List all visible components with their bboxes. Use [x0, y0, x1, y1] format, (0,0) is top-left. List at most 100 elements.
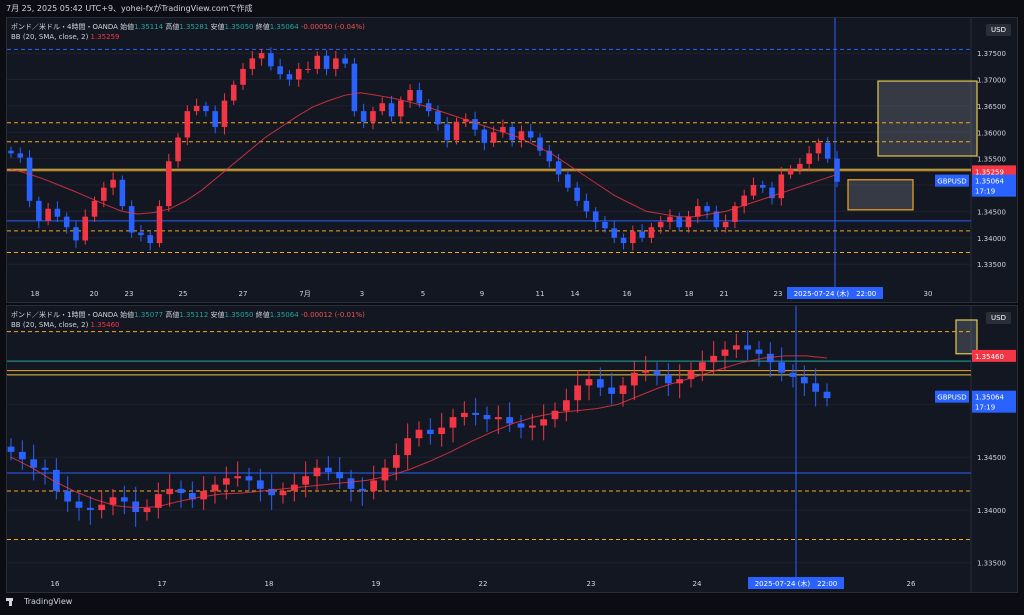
candle[interactable]: [562, 400, 570, 411]
candle[interactable]: [494, 417, 502, 420]
candle[interactable]: [370, 480, 378, 491]
candle[interactable]: [41, 467, 49, 470]
candle[interactable]: [45, 208, 51, 221]
candle[interactable]: [704, 206, 710, 212]
candle[interactable]: [154, 494, 162, 508]
candle[interactable]: [388, 103, 395, 117]
candle[interactable]: [324, 467, 332, 472]
candle[interactable]: [7, 446, 15, 452]
candle[interactable]: [407, 90, 413, 101]
candle[interactable]: [73, 227, 79, 241]
candle[interactable]: [101, 187, 107, 201]
candle[interactable]: [462, 119, 469, 122]
candle[interactable]: [744, 345, 752, 350]
candle[interactable]: [695, 206, 701, 217]
candle[interactable]: [460, 412, 468, 418]
bollinger-basis-line[interactable]: [10, 355, 828, 509]
candle[interactable]: [17, 153, 24, 158]
candle[interactable]: [249, 58, 256, 69]
candle[interactable]: [110, 179, 116, 188]
candle[interactable]: [592, 211, 599, 222]
candle[interactable]: [698, 362, 706, 371]
candle[interactable]: [286, 74, 293, 80]
candle[interactable]: [722, 221, 729, 228]
candle[interactable]: [268, 53, 274, 67]
legend-bb[interactable]: BB (20, SMA, close, 2) 1.35460: [11, 321, 120, 329]
candle[interactable]: [483, 414, 491, 420]
bollinger-basis-line[interactable]: [10, 92, 838, 218]
candle[interactable]: [147, 235, 153, 244]
candle[interactable]: [256, 480, 264, 489]
candle[interactable]: [138, 232, 144, 236]
candle[interactable]: [268, 488, 276, 496]
candle[interactable]: [766, 353, 774, 363]
candlestick-chart-4h[interactable]: 1.37500 1.37000 1.36500 1.36000 1.35500 1.350…: [7, 18, 1017, 302]
candle[interactable]: [426, 429, 434, 434]
candle[interactable]: [546, 150, 553, 162]
candle[interactable]: [815, 142, 822, 154]
candle[interactable]: [415, 429, 423, 439]
candle[interactable]: [323, 55, 330, 69]
currency-button[interactable]: USD: [986, 24, 1011, 36]
candle[interactable]: [537, 137, 543, 151]
candle[interactable]: [128, 206, 135, 233]
candle[interactable]: [518, 131, 525, 141]
candle[interactable]: [620, 237, 627, 244]
candle[interactable]: [370, 111, 376, 122]
candle[interactable]: [574, 385, 582, 401]
candle[interactable]: [435, 111, 441, 125]
candle[interactable]: [687, 370, 695, 380]
candle[interactable]: [664, 374, 672, 384]
candle[interactable]: [305, 68, 311, 70]
candle[interactable]: [648, 227, 655, 238]
candle[interactable]: [240, 68, 246, 85]
candle[interactable]: [619, 385, 627, 394]
candle[interactable]: [18, 451, 26, 460]
candle[interactable]: [812, 383, 820, 392]
candle[interactable]: [806, 153, 812, 164]
candle[interactable]: [392, 455, 400, 468]
legend-bb[interactable]: BB (20, SMA, close, 2) 1.35259: [11, 33, 120, 41]
candle[interactable]: [109, 497, 117, 505]
candle[interactable]: [379, 103, 386, 112]
supply-demand-zone[interactable]: [955, 319, 978, 355]
candle[interactable]: [732, 206, 738, 222]
candle[interactable]: [342, 58, 348, 64]
candle[interactable]: [279, 490, 287, 496]
candle[interactable]: [404, 438, 412, 456]
candle[interactable]: [630, 372, 638, 386]
candle[interactable]: [565, 174, 571, 188]
candle[interactable]: [540, 419, 548, 426]
candle[interactable]: [710, 355, 718, 363]
candle[interactable]: [188, 493, 196, 500]
candle[interactable]: [165, 161, 172, 207]
candle[interactable]: [639, 231, 645, 238]
candle[interactable]: [500, 126, 506, 133]
candle[interactable]: [472, 412, 480, 415]
chart-pane-1h[interactable]: 1.350001.345001.340001.33500161718192223…: [6, 305, 1018, 593]
candle[interactable]: [212, 111, 218, 127]
candle[interactable]: [438, 427, 446, 434]
candle[interactable]: [778, 174, 785, 199]
supply-demand-zone[interactable]: [877, 80, 978, 157]
supply-demand-zone[interactable]: [847, 179, 914, 211]
candle[interactable]: [800, 376, 808, 384]
candle[interactable]: [166, 488, 174, 495]
candle[interactable]: [258, 53, 265, 59]
candle[interactable]: [234, 476, 242, 479]
candle[interactable]: [26, 157, 33, 201]
candle[interactable]: [143, 507, 151, 513]
candle[interactable]: [222, 478, 230, 485]
candle[interactable]: [657, 221, 664, 228]
candle[interactable]: [608, 387, 616, 394]
candle[interactable]: [52, 469, 60, 491]
candle[interactable]: [834, 158, 840, 182]
candle[interactable]: [527, 131, 534, 138]
candle[interactable]: [54, 208, 61, 217]
candle[interactable]: [91, 200, 98, 217]
candle[interactable]: [203, 105, 209, 112]
candle[interactable]: [30, 459, 38, 468]
candle[interactable]: [184, 111, 191, 138]
candle[interactable]: [230, 84, 237, 101]
candle[interactable]: [347, 478, 355, 489]
